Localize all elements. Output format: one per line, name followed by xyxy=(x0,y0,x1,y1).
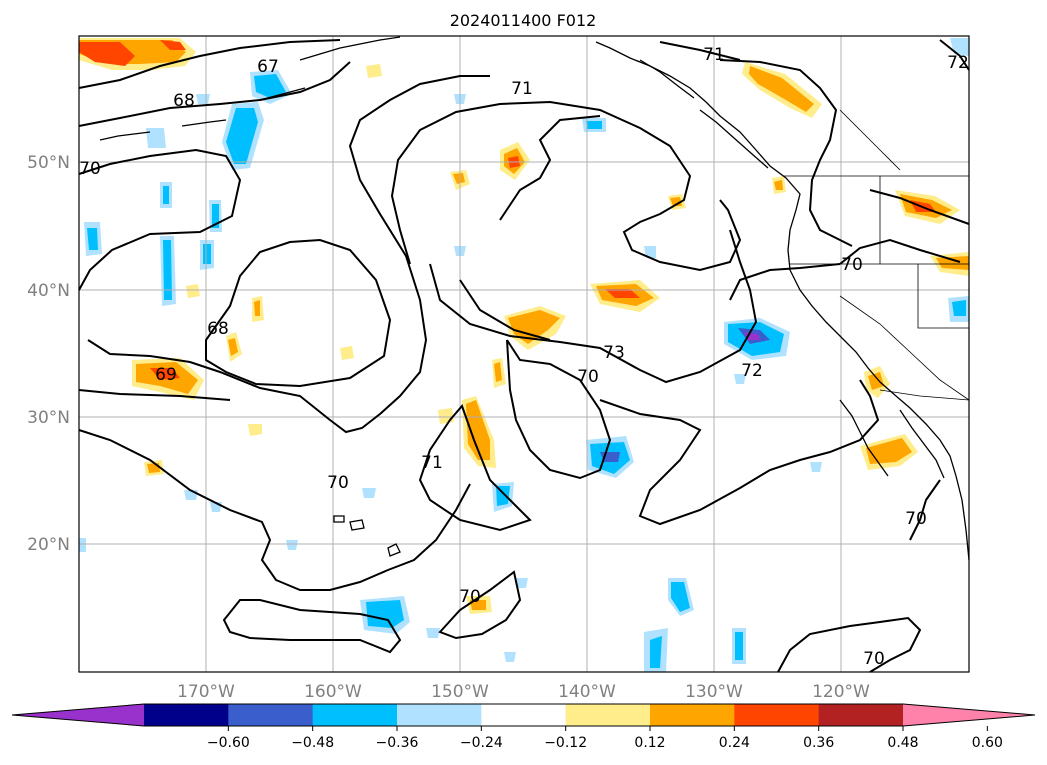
contour-label: 71 xyxy=(703,45,725,65)
contour-label: 70 xyxy=(841,255,863,275)
colorbar: −0.60 −0.48 −0.36 −0.24 −0.12 0.12 0.24 0.36 0.4… xyxy=(11,703,1036,751)
colorbar-tick-label: 0.60 xyxy=(972,735,1003,751)
colorbar-tick-label: −0.24 xyxy=(460,735,503,751)
contour-lines xyxy=(78,39,970,673)
colorbar-segment xyxy=(312,704,398,726)
contour-label: 72 xyxy=(947,53,969,73)
colorbar-outline xyxy=(11,703,1036,727)
lat-label-40n: 40°N xyxy=(27,281,70,301)
colorbar-segment xyxy=(144,704,229,726)
contour-label: 67 xyxy=(257,57,279,77)
political-borders xyxy=(784,109,970,401)
colorbar-tick-label: −0.48 xyxy=(291,735,334,751)
lon-label-170w: 170°W xyxy=(177,682,235,702)
lon-label-130w: 130°W xyxy=(685,682,743,702)
colorbar-tick-label: −0.60 xyxy=(207,735,250,751)
contour-label: 70 xyxy=(905,509,927,529)
colorbar-tick-label: 0.48 xyxy=(887,735,918,751)
contour-label: 70 xyxy=(577,367,599,387)
colorbar-segment xyxy=(481,704,567,726)
contour-label: 70 xyxy=(863,649,885,669)
colorbar-extend-low xyxy=(12,704,144,726)
colorbar-tick-label: −0.12 xyxy=(544,735,587,751)
lon-label-120w: 120°W xyxy=(812,682,870,702)
contour-label: 68 xyxy=(207,319,229,339)
contour-label: 71 xyxy=(421,453,443,473)
colorbar-tick-label: 0.24 xyxy=(719,735,750,751)
contour-label: 68 xyxy=(173,91,195,111)
colorbar-tick-label: 0.12 xyxy=(634,735,665,751)
colorbar-segment xyxy=(228,704,314,726)
coastlines xyxy=(99,36,970,561)
contour-labels: 67 68 70 71 71 72 68 69 70 73 70 71 72 7… xyxy=(79,45,969,669)
map-panel: 67 68 70 71 71 72 68 69 70 73 70 71 72 7… xyxy=(78,35,970,673)
lat-label-50n: 50°N xyxy=(27,153,70,173)
lon-label-140w: 140°W xyxy=(558,682,616,702)
lon-label-160w: 160°W xyxy=(304,682,362,702)
lon-label-150w: 150°W xyxy=(431,682,489,702)
colorbar-segment xyxy=(565,704,651,726)
contour-label: 70 xyxy=(327,473,349,493)
colorbar-tick-label: 0.36 xyxy=(803,735,834,751)
colorbar-extend-high xyxy=(903,704,1035,726)
contour-label: 73 xyxy=(603,343,625,363)
lat-label-20n: 20°N xyxy=(27,535,70,555)
colorbar-segment xyxy=(397,704,482,726)
contour-label: 71 xyxy=(511,79,533,99)
colorbar-tick-label: −0.36 xyxy=(376,735,419,751)
colorbar-segment xyxy=(734,704,820,726)
positive-anomaly-shading xyxy=(79,38,969,614)
contour-label: 72 xyxy=(741,361,763,381)
colorbar-segment xyxy=(818,704,904,726)
latitude-labels: 50°N 40°N 30°N 20°N xyxy=(27,153,70,555)
map-title: 2024011400 F012 xyxy=(450,11,597,30)
map-frame xyxy=(78,35,970,673)
contour-label: 69 xyxy=(155,365,177,385)
graticule xyxy=(79,36,969,672)
contour-label: 70 xyxy=(459,587,481,607)
colorbar-segment xyxy=(650,704,735,726)
contour-label: 70 xyxy=(79,159,101,179)
lat-label-30n: 30°N xyxy=(27,408,70,428)
longitude-labels: 170°W 160°W 150°W 140°W 130°W 120°W xyxy=(177,682,870,702)
negative-anomaly-shading xyxy=(79,38,969,672)
